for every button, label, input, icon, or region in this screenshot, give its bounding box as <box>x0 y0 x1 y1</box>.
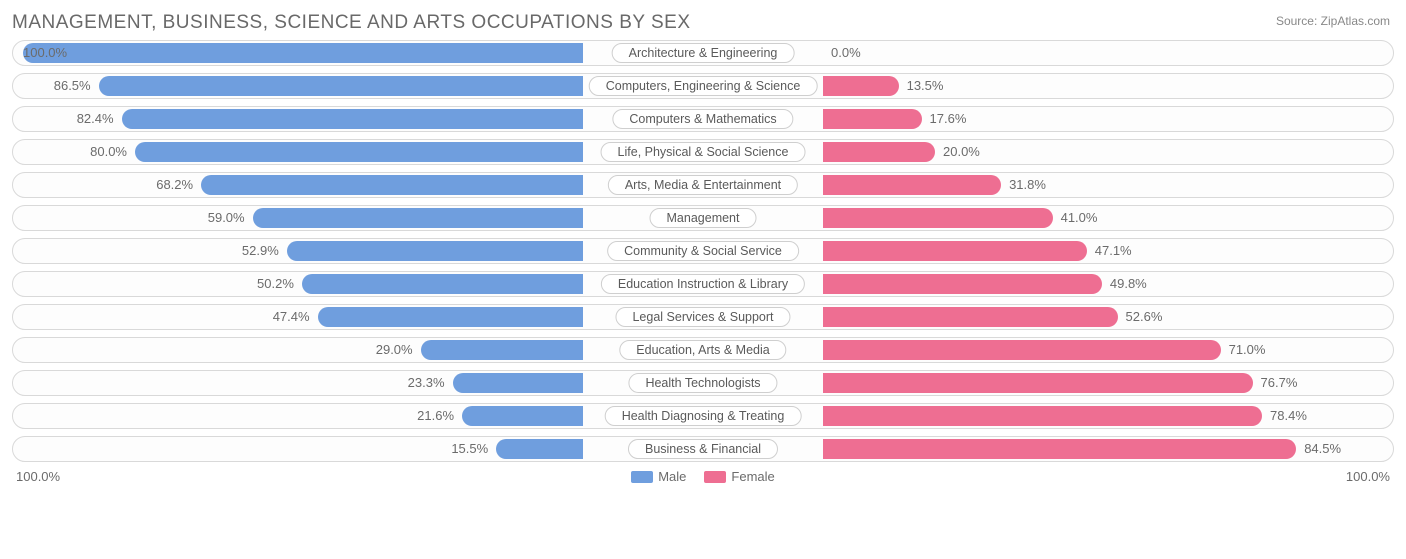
value-male: 15.5% <box>451 437 488 461</box>
bar-male <box>462 406 583 426</box>
legend-label-male: Male <box>658 469 686 484</box>
chart-rows: 100.0% 0.0% Architecture & Engineering 86.5… <box>12 40 1394 462</box>
value-female: 31.8% <box>1009 173 1046 197</box>
bar-female <box>823 241 1087 261</box>
chart-row: 68.2% 31.8% Arts, Media & Entertainment <box>12 172 1394 198</box>
chart-row: 82.4% 17.6% Computers & Mathematics <box>12 106 1394 132</box>
value-female: 49.8% <box>1110 272 1147 296</box>
value-male: 29.0% <box>376 338 413 362</box>
value-female: 47.1% <box>1095 239 1132 263</box>
value-female: 17.6% <box>930 107 967 131</box>
value-female: 0.0% <box>831 41 861 65</box>
bar-male <box>318 307 583 327</box>
category-label: Management <box>650 208 757 228</box>
category-label: Education Instruction & Library <box>601 274 805 294</box>
chart-row: 52.9% 47.1% Community & Social Service <box>12 238 1394 264</box>
value-male: 86.5% <box>54 74 91 98</box>
category-label: Education, Arts & Media <box>619 340 786 360</box>
chart-row: 59.0% 41.0% Management <box>12 205 1394 231</box>
bar-female <box>823 76 899 96</box>
value-female: 84.5% <box>1304 437 1341 461</box>
bar-female <box>823 109 922 129</box>
bar-female <box>823 274 1102 294</box>
bar-male <box>99 76 583 96</box>
bar-male <box>287 241 583 261</box>
value-female: 20.0% <box>943 140 980 164</box>
value-male: 80.0% <box>90 140 127 164</box>
chart-row: 29.0% 71.0% Education, Arts & Media <box>12 337 1394 363</box>
bar-male <box>23 43 583 63</box>
value-male: 82.4% <box>77 107 114 131</box>
bar-male <box>201 175 583 195</box>
bar-male <box>135 142 583 162</box>
value-male: 68.2% <box>156 173 193 197</box>
category-label: Computers, Engineering & Science <box>589 76 818 96</box>
value-male: 50.2% <box>257 272 294 296</box>
bar-male <box>421 340 583 360</box>
category-label: Community & Social Service <box>607 241 799 261</box>
value-female: 41.0% <box>1061 206 1098 230</box>
chart-row: 47.4% 52.6% Legal Services & Support <box>12 304 1394 330</box>
legend-item-female: Female <box>704 469 774 484</box>
chart-row: 86.5% 13.5% Computers, Engineering & Scien… <box>12 73 1394 99</box>
bar-female <box>823 175 1001 195</box>
chart-row: 21.6% 78.4% Health Diagnosing & Treating <box>12 403 1394 429</box>
axis-left-label: 100.0% <box>16 469 60 484</box>
category-label: Business & Financial <box>628 439 778 459</box>
bar-male <box>253 208 583 228</box>
bar-male <box>453 373 583 393</box>
chart-row: 23.3% 76.7% Health Technologists <box>12 370 1394 396</box>
legend: Male Female <box>631 469 775 484</box>
category-label: Architecture & Engineering <box>612 43 795 63</box>
source-attribution: Source: ZipAtlas.com <box>1276 14 1390 28</box>
bar-female <box>823 406 1262 426</box>
chart-row: 80.0% 20.0% Life, Physical & Social Scienc… <box>12 139 1394 165</box>
bar-female <box>823 439 1296 459</box>
category-label: Health Diagnosing & Treating <box>605 406 802 426</box>
value-male: 59.0% <box>208 206 245 230</box>
bar-female <box>823 307 1118 327</box>
legend-label-female: Female <box>731 469 774 484</box>
chart-row: 50.2% 49.8% Education Instruction & Librar… <box>12 271 1394 297</box>
bar-female <box>823 373 1253 393</box>
value-female: 78.4% <box>1270 404 1307 428</box>
value-male: 21.6% <box>417 404 454 428</box>
category-label: Life, Physical & Social Science <box>601 142 806 162</box>
bar-female <box>823 340 1221 360</box>
value-female: 52.6% <box>1126 305 1163 329</box>
chart-container: MANAGEMENT, BUSINESS, SCIENCE AND ARTS O… <box>12 12 1394 484</box>
legend-swatch-male <box>631 471 653 483</box>
value-male: 52.9% <box>242 239 279 263</box>
legend-swatch-female <box>704 471 726 483</box>
value-male: 100.0% <box>23 41 67 65</box>
category-label: Health Technologists <box>628 373 777 393</box>
bar-male <box>122 109 583 129</box>
axis-legend-bar: 100.0% Male Female 100.0% <box>12 469 1394 484</box>
category-label: Legal Services & Support <box>615 307 790 327</box>
category-label: Computers & Mathematics <box>612 109 793 129</box>
bar-female <box>823 208 1053 228</box>
value-male: 47.4% <box>273 305 310 329</box>
bar-female <box>823 142 935 162</box>
value-female: 76.7% <box>1261 371 1298 395</box>
bar-male <box>302 274 583 294</box>
chart-title: MANAGEMENT, BUSINESS, SCIENCE AND ARTS O… <box>12 12 1394 34</box>
value-female: 13.5% <box>907 74 944 98</box>
value-female: 71.0% <box>1229 338 1266 362</box>
value-male: 23.3% <box>408 371 445 395</box>
chart-row: 15.5% 84.5% Business & Financial <box>12 436 1394 462</box>
legend-item-male: Male <box>631 469 686 484</box>
axis-right-label: 100.0% <box>1346 469 1390 484</box>
chart-row: 100.0% 0.0% Architecture & Engineering <box>12 40 1394 66</box>
category-label: Arts, Media & Entertainment <box>608 175 798 195</box>
bar-male <box>496 439 583 459</box>
